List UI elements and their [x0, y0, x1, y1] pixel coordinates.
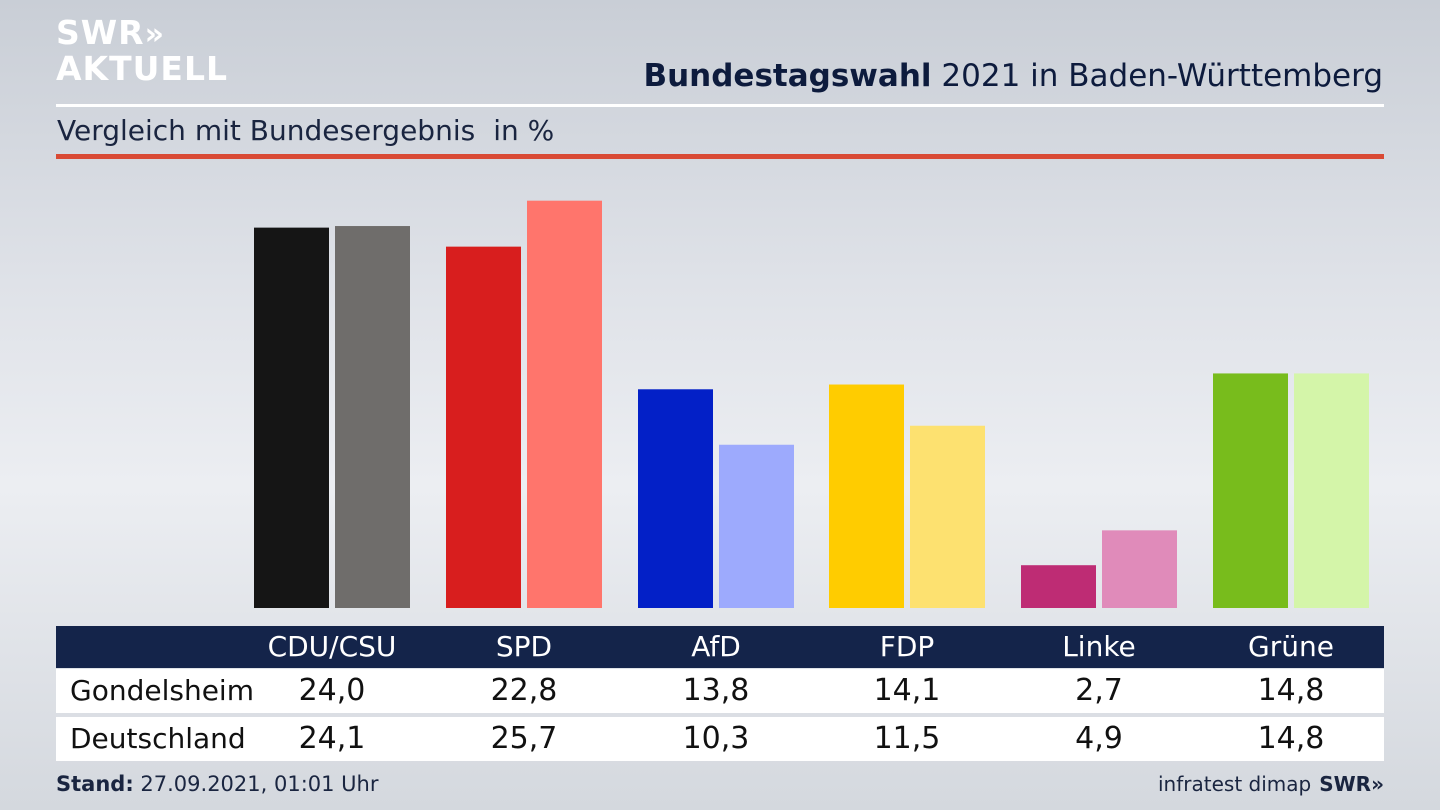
value-cell: 13,8: [682, 673, 750, 708]
category-label: Linke: [1062, 630, 1136, 663]
bar-deutschland-3: [910, 425, 985, 608]
bar-deutschland-1: [527, 200, 602, 608]
category-label: CDU/CSU: [267, 630, 397, 663]
bar-chart: [254, 200, 1369, 609]
source-text: infratest dimap: [1158, 772, 1312, 796]
bar-gondelsheim-5: [1213, 373, 1288, 608]
title-divider: [56, 104, 1384, 107]
logo-line2: AKTUELL: [56, 49, 229, 88]
swr-aktuell-logo: SWR» AKTUELL: [56, 16, 228, 86]
value-cell: 14,1: [873, 673, 941, 708]
value-cell: 14,8: [1257, 721, 1325, 756]
value-cell: 11,5: [873, 721, 941, 756]
swr-small-logo: SWR»: [1319, 772, 1384, 796]
value-cell: 22,8: [490, 673, 558, 708]
value-cell: 24,1: [298, 721, 366, 756]
bar-gondelsheim-1: [446, 246, 521, 608]
bar-gondelsheim-3: [829, 384, 904, 608]
unit-label: in %: [493, 114, 555, 147]
bar-gondelsheim-4: [1021, 565, 1096, 608]
title-rest: 2021 in Baden-Württemberg: [931, 58, 1383, 94]
timestamp: Stand: 27.09.2021, 01:01 Uhr: [56, 772, 379, 796]
title-bold: Bundestagswahl: [643, 58, 932, 94]
bar-deutschland-2: [719, 444, 794, 608]
bar-deutschland-4: [1102, 530, 1177, 608]
chart-title: Bundestagswahl 2021 in Baden-Württemberg: [643, 58, 1383, 94]
value-cell: 10,3: [682, 721, 750, 756]
subtitle-text: Vergleich mit Bundesergebnis: [57, 114, 476, 147]
category-label: AfD: [691, 630, 741, 663]
bar-deutschland-5: [1294, 373, 1369, 608]
row-label: Deutschland: [70, 722, 246, 755]
stand-label: Stand:: [56, 772, 134, 796]
table-header: CDU/CSU SPD AfD FDP Linke Grüne: [56, 626, 1384, 668]
table-row: Deutschland 24,1 25,7 10,3 11,5 4,9 14,8: [56, 717, 1384, 761]
row-label: Gondelsheim: [70, 674, 254, 707]
bar-gondelsheim-0: [254, 227, 329, 609]
bar-deutschland-0: [335, 226, 410, 609]
subtitle-divider: [56, 154, 1384, 159]
value-cell: 25,7: [490, 721, 558, 756]
value-cell: 24,0: [298, 673, 366, 708]
category-label: SPD: [495, 630, 553, 663]
chart-subtitle: Vergleich mit Bundesergebnis in %: [57, 114, 554, 147]
bar-gondelsheim-2: [638, 389, 713, 608]
value-cell: 2,7: [1075, 673, 1123, 708]
value-cell: 14,8: [1257, 673, 1325, 708]
category-label: Grüne: [1248, 630, 1334, 663]
value-cell: 4,9: [1075, 721, 1123, 756]
category-label: FDP: [879, 630, 935, 663]
table-row: Gondelsheim 24,0 22,8 13,8 14,1 2,7 14,8: [56, 669, 1384, 713]
logo-line1: SWR: [56, 13, 145, 52]
stand-value: 27.09.2021, 01:01 Uhr: [133, 772, 379, 796]
source-credit: infratest dimap SWR»: [1158, 772, 1384, 796]
